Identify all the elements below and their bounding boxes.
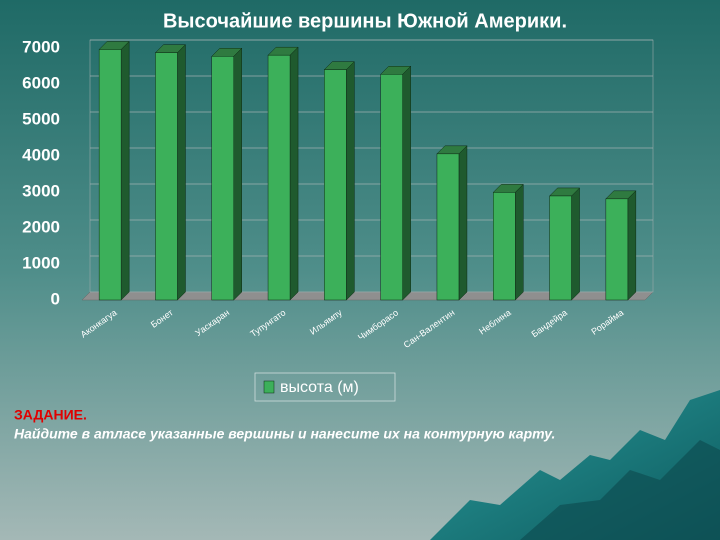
bar-side	[233, 47, 242, 301]
y-tick-label: 3000	[22, 181, 60, 200]
bar-side	[458, 145, 468, 301]
bar	[605, 198, 629, 301]
bar	[436, 153, 460, 301]
y-tick-label: 7000	[22, 37, 60, 56]
legend-label: высота (м)	[280, 379, 359, 396]
bar-side	[120, 40, 130, 301]
task-heading: ЗАДАНИЕ.	[14, 407, 87, 423]
y-tick-label: 2000	[22, 217, 60, 236]
bar	[211, 56, 234, 301]
y-tick-label: 4000	[22, 145, 60, 164]
bar	[380, 74, 403, 301]
bar	[267, 54, 291, 301]
bar-side	[571, 187, 580, 301]
bar-side	[289, 46, 299, 301]
bar-side	[346, 60, 355, 301]
bar-side	[627, 190, 637, 301]
y-tick-label: 5000	[22, 109, 60, 128]
y-tick-label: 6000	[22, 73, 60, 92]
task-text: Найдите в атласе указанные вершины и нан…	[14, 426, 555, 442]
bar-side	[402, 65, 411, 301]
chart-title: Высочайшие вершины Южной Америки.	[163, 10, 567, 32]
bar	[549, 195, 572, 301]
bar	[155, 52, 178, 301]
bar-side	[515, 183, 524, 301]
mountains-decoration	[520, 440, 720, 540]
bar	[493, 192, 516, 301]
bar	[324, 69, 347, 301]
legend-swatch	[263, 380, 275, 394]
bar-side	[177, 44, 186, 301]
legend-box	[254, 372, 396, 402]
y-tick-label: 0	[51, 289, 60, 308]
y-tick-label: 1000	[22, 253, 60, 272]
bar	[98, 49, 122, 301]
